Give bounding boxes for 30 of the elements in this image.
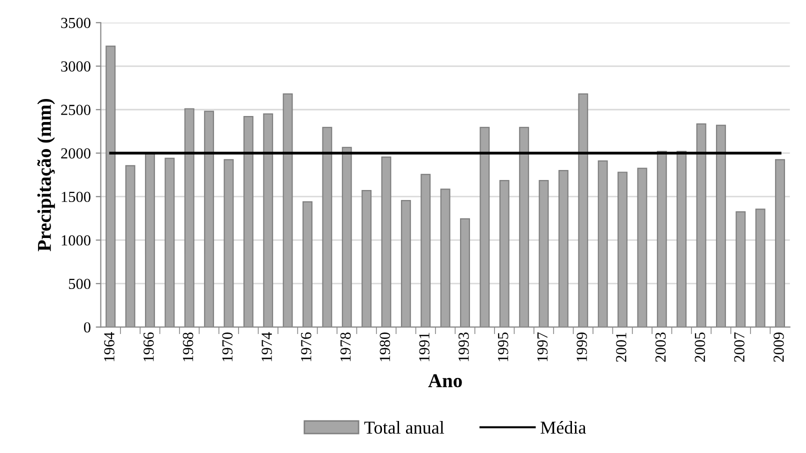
x-tick-label: 1997 <box>537 332 548 362</box>
x-tick-label: 2001 <box>616 332 626 362</box>
y-tick-label: 1500 <box>62 192 90 202</box>
x-axis-title: Ano <box>428 374 462 388</box>
x-tick-label: 1970 <box>222 332 233 362</box>
y-tick-label: 500 <box>69 278 90 290</box>
y-tick-label: 3500 <box>61 18 90 28</box>
x-tick-label: 1999 <box>576 332 587 362</box>
x-tick-label: 1974 <box>262 332 272 362</box>
x-tick-label: 1980 <box>380 332 390 362</box>
y-tick-label: 2000 <box>61 148 90 159</box>
y-tick-label: 2500 <box>61 104 90 116</box>
x-tick-label: 1966 <box>144 332 154 362</box>
x-tick-label: 2007 <box>734 332 744 362</box>
x-tick-label: 2005 <box>694 332 706 362</box>
y-axis-title: Precipitação (mm) <box>37 98 55 252</box>
x-tick-label: 1968 <box>182 332 194 362</box>
x-tick-label: 1991 <box>419 332 430 362</box>
x-tick-label: 2003 <box>655 332 666 362</box>
x-tick-label: 1993 <box>458 332 469 362</box>
y-tick-label: 1000 <box>62 235 90 246</box>
x-tick-label: 1978 <box>340 332 351 362</box>
x-tick-label: 1964 <box>104 332 114 362</box>
legend-label: Média <box>540 421 586 434</box>
y-tick-label: 3000 <box>61 61 90 72</box>
x-tick-label: 1976 <box>301 332 312 362</box>
x-tick-label: 2009 <box>774 332 784 362</box>
y-tick-label: 0 <box>84 322 90 333</box>
legend-label: Total anual <box>364 421 444 434</box>
x-tick-label: 1995 <box>498 332 508 362</box>
